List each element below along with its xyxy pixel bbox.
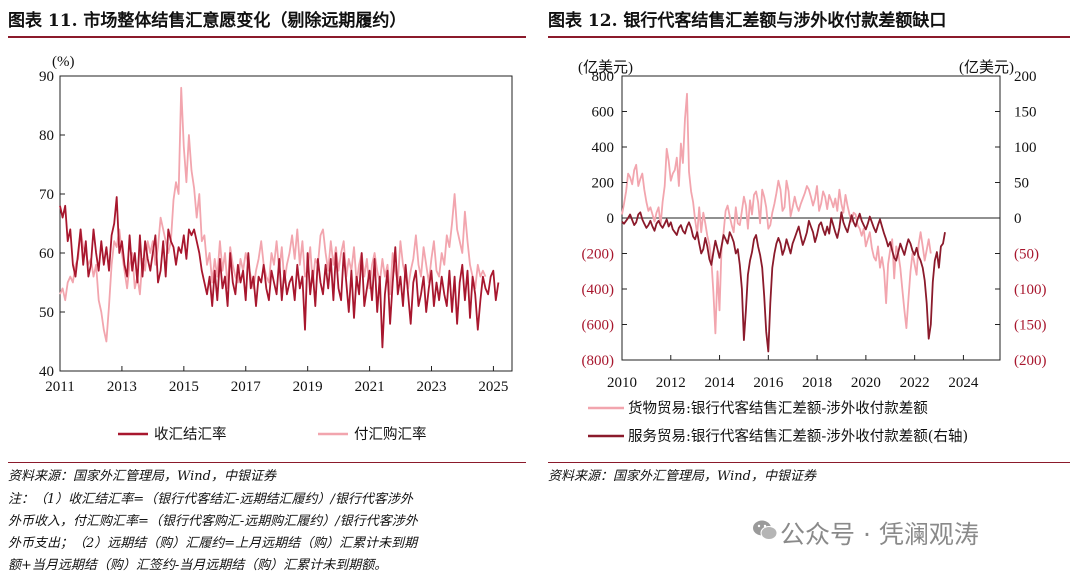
left-x-tick-label: 2019	[293, 379, 323, 395]
right-right-y-tick-label: 100	[1014, 140, 1037, 156]
left-x-tick-label: 2017	[231, 379, 262, 395]
series-line-payment-purchase	[59, 86, 487, 343]
left-notes: 注：（1）收汇结汇率=（银行代客结汇-远期结汇履约）/银行代客涉外 外币收入，付…	[8, 489, 528, 577]
right-x-tick-label: 2014	[705, 375, 736, 391]
right-left-y-tick-label: (600)	[582, 318, 615, 334]
left-x-ticks: 2011 2013 2015 2017 2019 2021 2023 2025	[45, 366, 508, 395]
right-right-y-tick-label: 150	[1014, 105, 1037, 121]
right-x-tick-label: 2010	[607, 375, 637, 391]
right-x-tick-label: 2022	[900, 375, 930, 391]
right-left-y-tick-label: 0	[607, 211, 615, 227]
left-source: 资料来源：国家外汇管理局，Wind，中银证券	[8, 469, 276, 484]
right-chart-right-axis-unit: (亿美元)	[959, 59, 1014, 76]
note-line: 注：（1）收汇结汇率=（银行代客结汇-远期结汇履约）/银行代客涉外	[8, 492, 413, 507]
left-x-tick-label: 2011	[45, 379, 74, 395]
left-y-tick-label: 60	[39, 246, 54, 262]
left-series-group	[59, 86, 500, 349]
left-legend: 收汇结汇率 付汇购汇率	[118, 426, 427, 443]
left-chart-title: 图表 11. 市场整体结售汇意愿变化（剔除远期履约）	[8, 6, 526, 38]
legend-label: 付汇购汇率	[354, 426, 427, 443]
right-right-y-tick-label: (50)	[1014, 247, 1039, 263]
wechat-icon	[753, 520, 778, 540]
series-line-services-trade-gap	[621, 211, 946, 353]
left-y-tick-label: 50	[39, 305, 54, 321]
right-x-tick-label: 2016	[753, 375, 784, 391]
right-x-tick-label: 2012	[656, 375, 686, 391]
right-right-y-tick-label: 50	[1014, 176, 1029, 192]
right-plot-area	[621, 75, 1001, 361]
right-left-y-tick-label: (800)	[582, 353, 615, 369]
legend-label: 货物贸易:银行代客结售汇差额-涉外收付款差额	[628, 400, 928, 417]
watermark-text: 公众号 · 凭澜观涛	[780, 520, 979, 549]
left-y-tick-label: 40	[39, 364, 54, 380]
left-unit-label: (%)	[52, 54, 75, 70]
left-chart: (%) 40 50 60 70 80 90 2011 2013 2015 2017 2019 202…	[39, 54, 513, 443]
right-left-y-tick-label: 200	[592, 176, 615, 192]
series-line-receipt-settlement	[59, 196, 500, 349]
right-right-y-tick-label: 0	[1014, 211, 1022, 227]
left-x-tick-label: 2013	[107, 379, 137, 395]
left-y-tick-label: 90	[39, 69, 54, 85]
left-x-tick-label: 2021	[355, 379, 385, 395]
right-x-tick-label: 2024	[948, 375, 979, 391]
right-chart: (亿美元) (亿美元) 800 600 400 200 0 (200) (400) (600)…	[578, 59, 1047, 445]
right-legend: 货物贸易:银行代客结售汇差额-涉外收付款差额服务贸易:银行代客结售汇差额-涉外收…	[588, 400, 968, 445]
right-source: 资料来源：国家外汇管理局，Wind，中银证券	[548, 469, 816, 484]
right-right-y-tick-label: (200)	[1014, 353, 1047, 369]
left-y-tick-label: 70	[39, 187, 54, 203]
right-chart-x-ticks: 2010 2012 2014 2016 2018 2020 2022 2024	[607, 355, 979, 391]
right-chart-left-y-ticks: 800 600 400 200 0 (200) (400) (600) (800)	[582, 69, 627, 369]
right-chart-left-axis-unit: (亿美元)	[578, 59, 633, 76]
right-left-y-tick-label: 400	[592, 140, 615, 156]
note-line: 外币支出；（2）远期结（购）汇履约=上月远期结（购）汇累计未到期	[8, 536, 418, 551]
right-right-y-tick-label: (150)	[1014, 318, 1047, 334]
legend-label: 收汇结汇率	[154, 426, 227, 443]
note-line: 外币收入，付汇购汇率=（银行代客购汇-远期购汇履约）/银行代客涉外	[8, 514, 418, 529]
left-x-tick-label: 2023	[417, 379, 447, 395]
right-right-y-tick-label: (100)	[1014, 282, 1047, 298]
right-left-y-tick-label: (200)	[582, 247, 615, 263]
right-source-rule	[548, 462, 1070, 463]
right-chart-title: 图表 12. 银行代客结售汇差额与涉外收付款差额缺口	[548, 6, 1070, 38]
right-x-tick-label: 2020	[851, 375, 881, 391]
left-x-tick-label: 2025	[478, 379, 508, 395]
left-plot-area	[59, 75, 513, 372]
right-left-y-tick-label: 600	[592, 105, 615, 121]
right-series-group	[621, 92, 946, 353]
left-y-tick-label: 80	[39, 128, 54, 144]
right-right-y-tick-label: 200	[1014, 69, 1037, 85]
left-x-tick-label: 2015	[169, 379, 199, 395]
legend-label: 服务贸易:银行代客结售汇差额-涉外收付款差额(右轴)	[628, 428, 968, 445]
right-x-tick-label: 2018	[802, 375, 832, 391]
right-left-y-tick-label: 800	[592, 69, 615, 85]
series-line-goods-trade-gap	[621, 92, 932, 335]
right-chart-right-y-ticks: 200 150 100 50 0 (50) (100) (150) (200)	[995, 69, 1047, 369]
right-left-y-tick-label: (400)	[582, 282, 615, 298]
left-y-ticks: 40 50 60 70 80 90	[39, 69, 65, 380]
left-plot-frame	[59, 75, 513, 372]
left-source-rule	[8, 462, 526, 463]
note-line: 额+当月远期结（购）汇签约-当月远期结（购）汇累计未到期额。	[8, 558, 388, 573]
